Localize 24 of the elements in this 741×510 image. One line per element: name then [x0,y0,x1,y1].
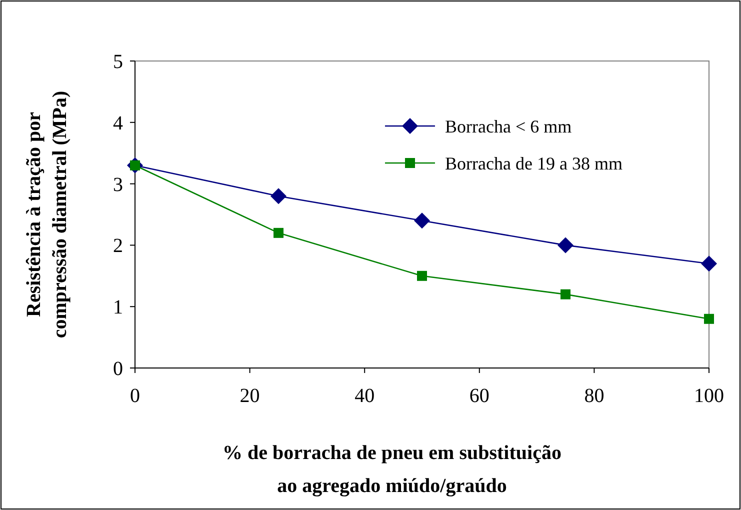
x-tick-label: 40 [354,385,375,407]
y-tick-label: 0 [113,358,123,380]
point [414,212,430,229]
point [560,289,570,300]
y-axis-title: Resistência à tração por compressão diametral (MPa) [23,90,71,338]
point [701,256,717,272]
x-axis-title: % de borracha de pneu em substituição ao agregado miúdo/graúdo [222,442,562,497]
point [558,237,574,254]
legend-label: Borracha de 19 a 38 mm [445,153,622,174]
x-tick-label: 60 [469,385,490,407]
legend-label: Borracha < 6 mm [445,116,572,136]
y-tick-label: 5 [113,51,123,73]
point [704,314,714,324]
x-tick-label: 80 [584,385,604,407]
y-tick-label: 1 [113,296,123,319]
y-tick-label: 4 [113,112,123,134]
y-tick-label: 2 [113,235,123,258]
point [417,270,427,281]
y-tick-label: 3 [113,174,123,196]
x-tick-label: 100 [694,385,724,407]
point [270,188,286,204]
x-tick-label: 20 [240,385,260,407]
x-tick-label: 0 [130,385,140,407]
point [274,228,284,238]
